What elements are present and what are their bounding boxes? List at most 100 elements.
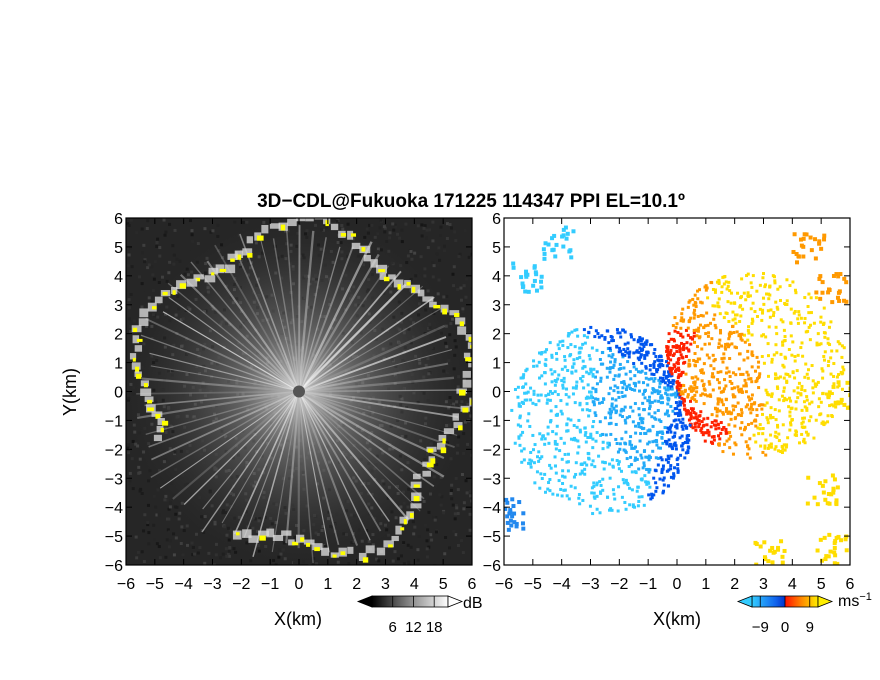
reflectivity-noise-pixel bbox=[439, 225, 443, 229]
velocity-pixel bbox=[576, 439, 580, 443]
velocity-echo bbox=[839, 538, 844, 543]
velocity-pixel bbox=[697, 418, 701, 422]
velocity-pixel bbox=[711, 304, 715, 308]
velocity-pixel bbox=[788, 284, 792, 288]
velocity-echo bbox=[520, 521, 525, 526]
reflectivity-noise-pixel bbox=[445, 237, 449, 241]
reflectivity-noise-pixel bbox=[129, 329, 133, 333]
velocity-pixel bbox=[601, 488, 605, 492]
velocity-pixel bbox=[665, 364, 669, 368]
velocity-pixel bbox=[763, 403, 767, 407]
velocity-pixel bbox=[623, 405, 627, 409]
velocity-pixel bbox=[688, 364, 692, 368]
velocity-pixel bbox=[660, 458, 664, 462]
velocity-pixel bbox=[592, 367, 596, 371]
velocity-pixel bbox=[712, 317, 716, 321]
reflectivity-strong-echo bbox=[426, 462, 434, 468]
velocity-pixel bbox=[647, 412, 651, 416]
velocity-pixel bbox=[719, 331, 723, 335]
reflectivity-xtick-label: 4 bbox=[410, 576, 419, 593]
velocity-pixel bbox=[733, 441, 737, 445]
velocity-pixel bbox=[689, 417, 693, 421]
velocity-pixel bbox=[678, 408, 682, 412]
reflectivity-ray bbox=[298, 285, 424, 392]
velocity-pixel bbox=[665, 430, 669, 434]
velocity-pixel bbox=[725, 366, 729, 370]
velocity-pixel bbox=[674, 395, 678, 399]
velocity-pixel bbox=[802, 439, 806, 443]
velocity-pixel bbox=[788, 414, 792, 418]
velocity-pixel bbox=[613, 360, 617, 364]
velocity-pixel bbox=[775, 385, 779, 389]
velocity-pixel bbox=[614, 422, 618, 426]
reflectivity-noise-pixel bbox=[382, 225, 386, 229]
velocity-pixel bbox=[650, 372, 654, 376]
velocity-pixel bbox=[628, 440, 632, 444]
velocity-pixel bbox=[556, 412, 560, 416]
velocity-pixel bbox=[610, 335, 614, 339]
velocity-pixel bbox=[723, 345, 727, 349]
velocity-pixel bbox=[814, 384, 818, 388]
reflectivity-ray bbox=[148, 390, 300, 448]
velocity-pixel bbox=[716, 402, 720, 406]
velocity-pixel bbox=[665, 469, 669, 473]
reflectivity-echo bbox=[242, 529, 252, 538]
velocity-pixel bbox=[666, 460, 670, 464]
velocity-pixel bbox=[681, 442, 685, 446]
velocity-pixel bbox=[640, 369, 644, 373]
velocity-pixel bbox=[578, 428, 582, 432]
reflectivity-noise-pixel bbox=[249, 559, 253, 563]
velocity-pixel bbox=[787, 405, 791, 409]
velocity-pixel bbox=[672, 419, 676, 423]
reflectivity-noise-pixel bbox=[127, 317, 131, 321]
reflectivity-noise-pixel bbox=[413, 251, 417, 255]
velocity-pixel bbox=[526, 390, 530, 394]
velocity-pixel bbox=[791, 340, 795, 344]
velocity-pixel bbox=[605, 366, 609, 370]
velocity-pixel bbox=[687, 348, 691, 352]
reflectivity-noise-pixel bbox=[412, 532, 416, 536]
velocity-pixel bbox=[559, 487, 563, 491]
velocity-pixel bbox=[543, 490, 547, 494]
reflectivity-noise-pixel bbox=[146, 521, 150, 525]
velocity-pixel bbox=[622, 481, 626, 485]
reflectivity-xtick-label: −4 bbox=[175, 576, 193, 593]
velocity-echo bbox=[551, 247, 556, 252]
reflectivity-strong-echo bbox=[465, 357, 472, 362]
velocity-pixel bbox=[791, 370, 795, 374]
velocity-pixel bbox=[682, 384, 686, 388]
velocity-pixel bbox=[781, 423, 785, 427]
velocity-pixel bbox=[722, 356, 726, 360]
velocity-echo bbox=[554, 242, 559, 247]
velocity-pixel bbox=[646, 383, 650, 387]
velocity-pixel bbox=[713, 288, 717, 292]
velocity-echo bbox=[851, 379, 855, 383]
reflectivity-echo bbox=[144, 396, 154, 402]
velocity-pixel bbox=[646, 399, 650, 403]
velocity-pixel bbox=[674, 418, 678, 422]
velocity-pixel bbox=[650, 343, 654, 347]
velocity-pixel bbox=[737, 367, 741, 371]
reflectivity-ray bbox=[145, 390, 300, 436]
velocity-pixel bbox=[667, 339, 671, 343]
velocity-pixel bbox=[776, 307, 780, 311]
velocity-pixel bbox=[807, 325, 811, 329]
velocity-pixel bbox=[694, 304, 698, 308]
velocity-pixel bbox=[617, 374, 621, 378]
velocity-echo bbox=[824, 554, 829, 559]
reflectivity-noise-pixel bbox=[129, 324, 133, 328]
velocity-pixel bbox=[661, 432, 665, 436]
velocity-pixel bbox=[654, 469, 658, 473]
velocity-pixel bbox=[682, 361, 686, 365]
reflectivity-ytick-label: −2 bbox=[105, 442, 123, 459]
velocity-echo bbox=[542, 256, 547, 261]
velocity-pixel bbox=[671, 409, 675, 413]
reflectivity-echo bbox=[457, 326, 467, 335]
velocity-pixel bbox=[815, 341, 819, 345]
velocity-pixel bbox=[693, 422, 697, 426]
velocity-pixel bbox=[562, 380, 566, 384]
velocity-pixel bbox=[755, 355, 759, 359]
reflectivity-strong-echo bbox=[409, 513, 414, 518]
velocity-pixel bbox=[642, 461, 646, 465]
